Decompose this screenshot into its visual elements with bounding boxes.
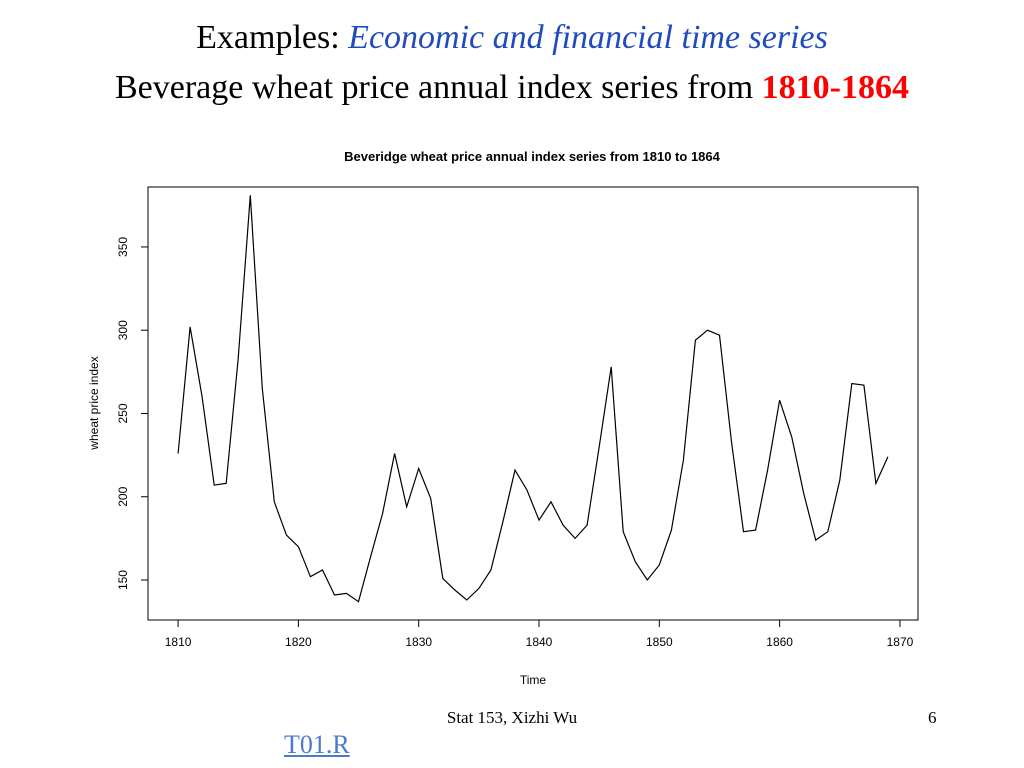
x-tick-label: 1850: [646, 635, 673, 649]
x-axis-label: Time: [520, 673, 547, 687]
slide-title-line-2: Beverage wheat price annual index series…: [0, 68, 1024, 108]
wheat-price-chart: Beveridge wheat price annual index serie…: [87, 149, 919, 687]
x-tick-label: 1820: [285, 635, 312, 649]
slide-title-line-1: Examples: Economic and financial time se…: [0, 18, 1024, 58]
y-tick-label: 300: [116, 320, 130, 340]
title-year-range: 1810-1864: [761, 69, 909, 106]
x-axis: 1810 1820 1830 1840 1850 1860 1870: [165, 619, 914, 649]
y-tick-label: 200: [116, 486, 130, 506]
y-axis-label: wheat price index: [87, 356, 101, 450]
y-axis: 150 200 250 300 350: [116, 237, 149, 590]
page-number: 6: [928, 708, 937, 727]
y-tick-label: 150: [116, 570, 130, 590]
code-file-link[interactable]: T01.R: [284, 730, 350, 759]
title-line-2-text: Beverage wheat price annual index series…: [115, 69, 762, 106]
x-tick-label: 1840: [526, 635, 553, 649]
x-tick-label: 1810: [165, 635, 192, 649]
chart-title: Beveridge wheat price annual index serie…: [344, 149, 720, 164]
x-tick-label: 1830: [405, 635, 432, 649]
x-tick-label: 1870: [887, 635, 914, 649]
wheat-price-series-line: [177, 195, 889, 603]
title-prefix: Examples:: [196, 19, 349, 56]
y-tick-label: 250: [116, 403, 130, 423]
footer-course-credit: Stat 153, Xizhi Wu: [446, 708, 578, 727]
title-italic-subtitle: Economic and financial time series: [348, 19, 828, 56]
x-tick-label: 1860: [766, 635, 793, 649]
y-tick-label: 350: [116, 237, 130, 257]
